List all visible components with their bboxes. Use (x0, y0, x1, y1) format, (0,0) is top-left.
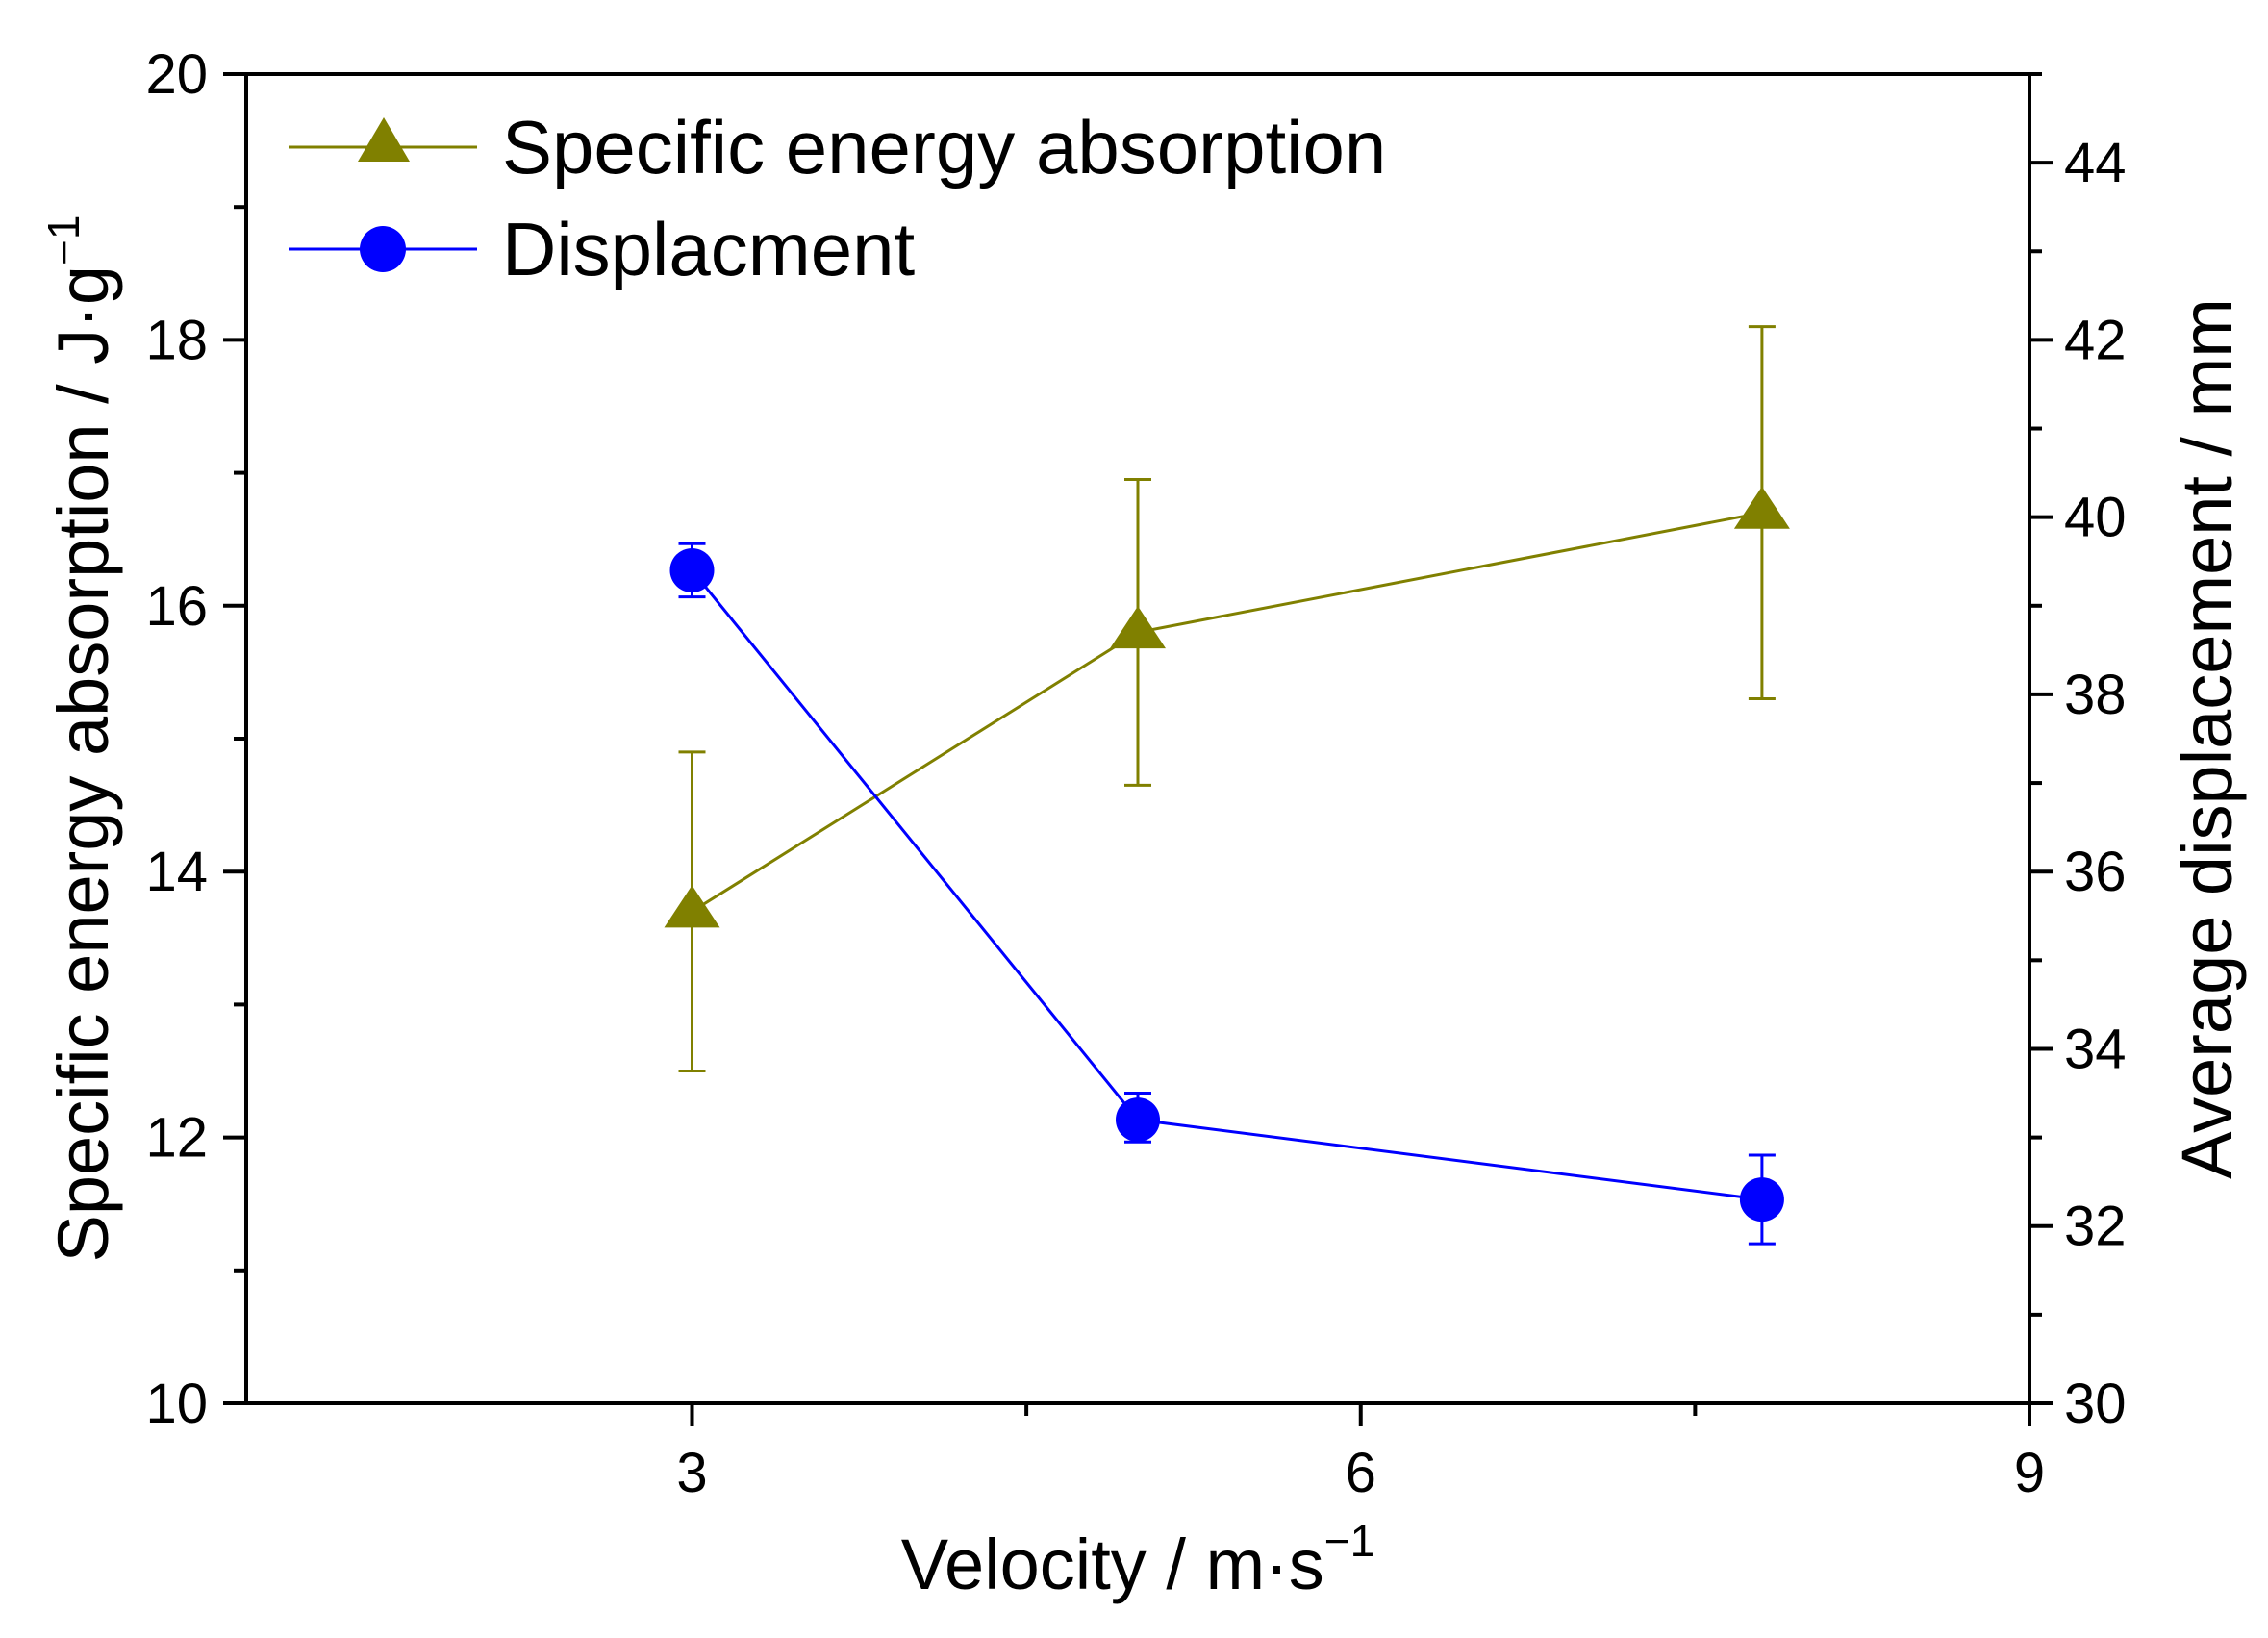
y-right-tick-label: 32 (2064, 1196, 2127, 1258)
sea-triangle-point (664, 885, 720, 928)
y-left-tick-label: 14 (145, 841, 208, 903)
legend-circle-icon (360, 226, 406, 272)
legend-triangle-icon (358, 117, 410, 162)
x-axis-title-main: Velocity / m·s (901, 1525, 1324, 1604)
y-left-tick-label: 18 (145, 309, 208, 371)
y-axis-left-title: Specific energy absorption / J·g−1 (38, 215, 123, 1263)
displacement-circle-point (669, 547, 715, 592)
y-right-tick-label: 36 (2064, 841, 2127, 903)
x-tick-label: 9 (2014, 1442, 2045, 1504)
y-axis-left-title-main: Specific energy absorption / J·g (43, 265, 123, 1263)
y-right-tick-label: 40 (2064, 487, 2127, 549)
y-right-tick-label: 44 (2064, 132, 2127, 194)
y-left-tick-label: 12 (145, 1107, 208, 1170)
y-axis-right-title: Average displacement / mm (2167, 298, 2247, 1179)
displacement-circle-point (1116, 1097, 1160, 1143)
x-tick-label: 3 (676, 1442, 707, 1504)
series-layer (664, 325, 1790, 1246)
legend: Specific energy absorption Displacment (289, 105, 1386, 291)
series-displacement (669, 542, 1784, 1246)
legend-label-sea: Specific energy absorption (502, 105, 1386, 189)
y-left-tick-label: 20 (145, 43, 208, 106)
sea-triangle-point (1110, 606, 1166, 649)
sea-triangle-point (1733, 486, 1790, 529)
x-axis-title: Velocity / m·s−1 (901, 1516, 1374, 1604)
y-left-tick-label: 10 (145, 1373, 208, 1435)
displacement-circle-point (1739, 1177, 1784, 1222)
y-right-tick-label: 42 (2064, 309, 2127, 371)
y-axis-left-title-sup: −1 (38, 215, 88, 265)
legend-label-displacement: Displacment (502, 207, 915, 291)
x-tick-label: 6 (1346, 1442, 1376, 1504)
y-right-tick-label: 34 (2064, 1018, 2127, 1080)
x-axis-title-sup: −1 (1324, 1516, 1374, 1566)
y-right-tick-label: 30 (2064, 1373, 2127, 1435)
series-sea (664, 325, 1790, 1072)
y-right-tick-label: 38 (2064, 664, 2127, 726)
y-left-tick-label: 16 (145, 575, 208, 638)
